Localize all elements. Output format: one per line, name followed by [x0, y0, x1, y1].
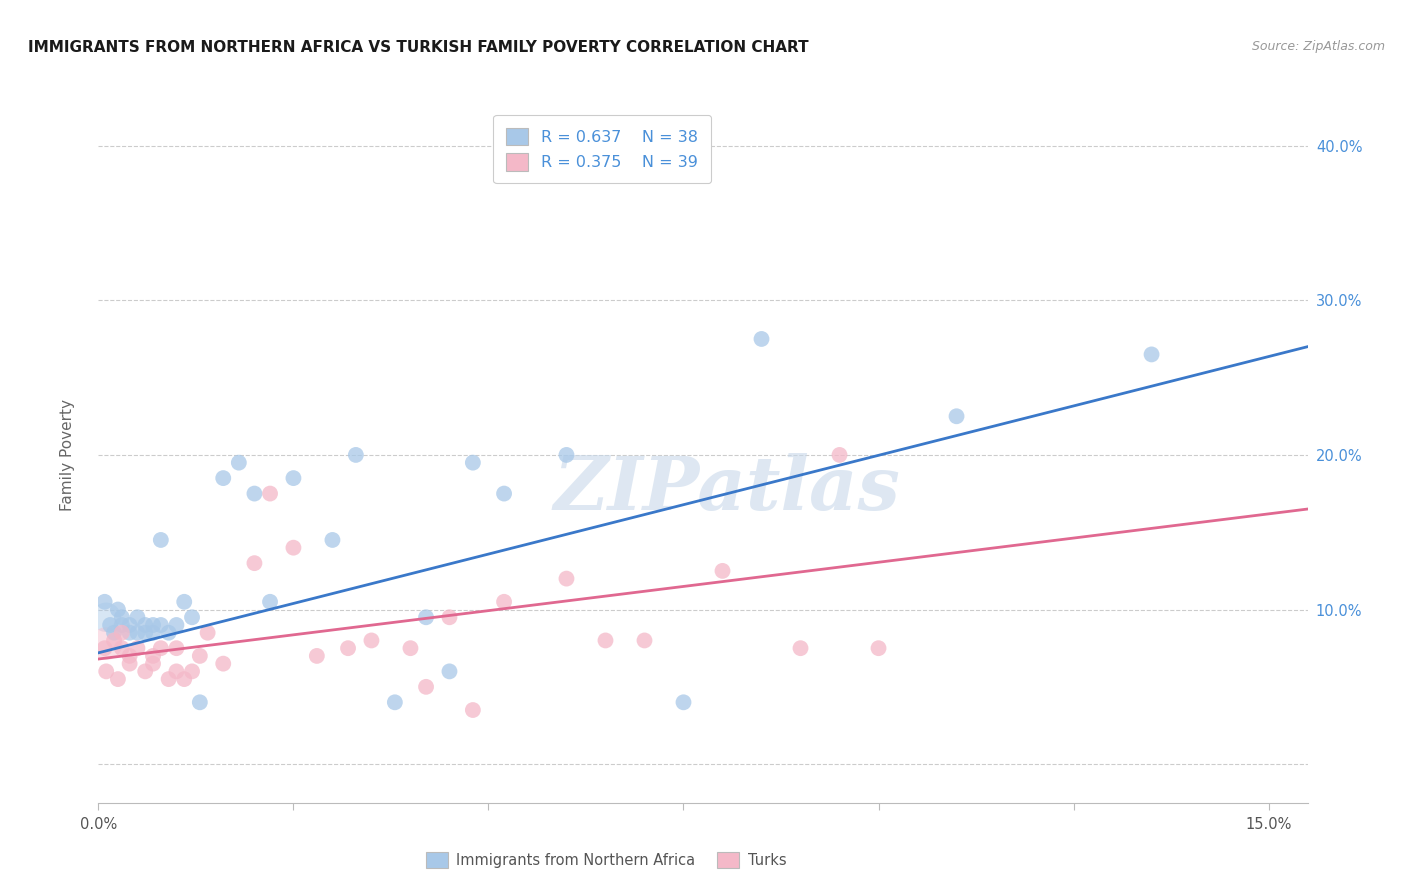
Point — [118, 657, 141, 671]
Point — [103, 625, 125, 640]
Point — [188, 648, 211, 663]
Point — [751, 332, 773, 346]
Point — [283, 541, 305, 555]
Point — [595, 633, 617, 648]
Point — [149, 641, 172, 656]
Point — [118, 625, 141, 640]
Point — [111, 625, 134, 640]
Point — [149, 533, 172, 547]
Point — [259, 595, 281, 609]
Point — [243, 556, 266, 570]
Point — [344, 448, 367, 462]
Point — [212, 657, 235, 671]
Point — [555, 448, 578, 462]
Point — [384, 695, 406, 709]
Point — [142, 618, 165, 632]
Point — [789, 641, 811, 656]
Point — [181, 610, 204, 624]
Point — [107, 602, 129, 616]
Text: Source: ZipAtlas.com: Source: ZipAtlas.com — [1251, 40, 1385, 54]
Point — [555, 572, 578, 586]
Point — [828, 448, 851, 462]
Point — [439, 665, 461, 679]
Point — [93, 641, 115, 656]
Point — [461, 703, 484, 717]
Text: IMMIGRANTS FROM NORTHERN AFRICA VS TURKISH FAMILY POVERTY CORRELATION CHART: IMMIGRANTS FROM NORTHERN AFRICA VS TURKI… — [28, 40, 808, 55]
Point — [173, 672, 195, 686]
Point — [494, 486, 516, 500]
Point — [711, 564, 734, 578]
Point — [945, 409, 967, 424]
Point — [461, 456, 484, 470]
Point — [157, 672, 180, 686]
Point — [415, 680, 437, 694]
Point — [259, 486, 281, 500]
Point — [103, 633, 125, 648]
Point — [165, 665, 187, 679]
Point — [127, 641, 149, 656]
Point — [111, 641, 134, 656]
Point — [157, 625, 180, 640]
Text: ZIPatlas: ZIPatlas — [554, 453, 901, 526]
Point — [118, 618, 141, 632]
Point — [96, 636, 118, 650]
Point — [96, 610, 118, 624]
Point — [134, 625, 156, 640]
Point — [142, 657, 165, 671]
Point — [1140, 347, 1163, 361]
Point — [243, 486, 266, 500]
Point — [118, 648, 141, 663]
Point — [672, 695, 695, 709]
Point — [633, 633, 655, 648]
Point — [107, 672, 129, 686]
Point — [228, 456, 250, 470]
Point — [494, 595, 516, 609]
Point — [96, 665, 118, 679]
Point — [399, 641, 422, 656]
Point — [181, 665, 204, 679]
Point — [127, 625, 149, 640]
Y-axis label: Family Poverty: Family Poverty — [60, 399, 75, 511]
Point — [165, 618, 187, 632]
Point — [149, 618, 172, 632]
Point — [93, 595, 115, 609]
Legend: Immigrants from Northern Africa, Turks: Immigrants from Northern Africa, Turks — [419, 845, 794, 876]
Point — [98, 618, 121, 632]
Point — [868, 641, 890, 656]
Point — [134, 618, 156, 632]
Point — [142, 648, 165, 663]
Point — [127, 610, 149, 624]
Point — [134, 665, 156, 679]
Point — [165, 641, 187, 656]
Point — [142, 625, 165, 640]
Point — [111, 618, 134, 632]
Point — [197, 625, 219, 640]
Point — [305, 648, 328, 663]
Point — [360, 633, 382, 648]
Point — [173, 595, 195, 609]
Point — [321, 533, 343, 547]
Point — [415, 610, 437, 624]
Point — [439, 610, 461, 624]
Point — [188, 695, 211, 709]
Point — [337, 641, 360, 656]
Point — [111, 610, 134, 624]
Point — [212, 471, 235, 485]
Point — [283, 471, 305, 485]
